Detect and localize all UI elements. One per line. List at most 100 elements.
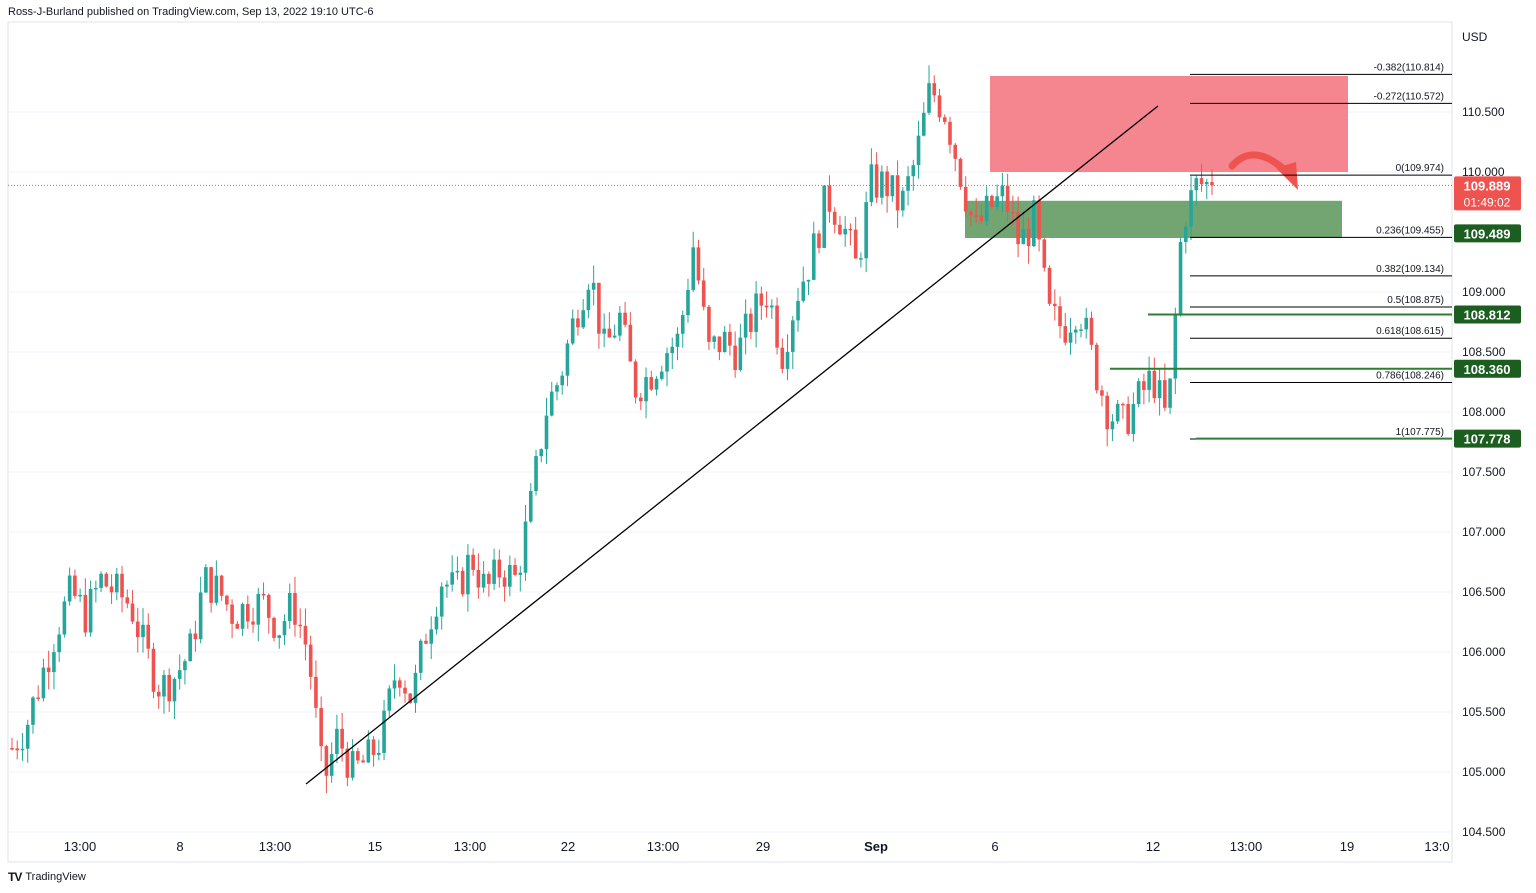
candle-body <box>188 633 192 662</box>
fib-level-label: -0.382(110.814) <box>1374 62 1444 73</box>
candle-body <box>649 377 654 390</box>
candle-body <box>219 575 224 596</box>
candle-body <box>1084 317 1089 330</box>
candle-body <box>612 335 617 338</box>
candle-body <box>1178 242 1183 314</box>
candle-body <box>1204 182 1209 185</box>
x-tick-label: 13:00 <box>454 839 487 854</box>
candle-body <box>916 135 921 166</box>
x-tick-label: 13:00 <box>64 839 97 854</box>
candle-body <box>728 331 732 346</box>
candle-body <box>209 567 213 603</box>
fib-level-label: 0.786(108.246) <box>1376 370 1444 381</box>
x-tick-label: Sep <box>864 839 888 854</box>
candle-body <box>523 521 528 573</box>
fib-level-label: 0.236(109.455) <box>1376 225 1444 236</box>
candle-body <box>172 678 177 702</box>
candle-body <box>225 595 229 605</box>
candle-body <box>62 601 67 635</box>
candle-body <box>256 593 261 625</box>
candle-body <box>1058 306 1062 327</box>
candle-body <box>958 158 963 187</box>
y-tick-label: 105.500 <box>1462 705 1506 719</box>
candle-body <box>948 121 952 145</box>
candle-body <box>240 604 245 629</box>
candle-body <box>377 752 381 755</box>
candle-body <box>969 211 973 216</box>
candle-body <box>277 635 282 638</box>
plot-frame <box>7 21 1453 863</box>
candle-body <box>701 280 706 307</box>
level-label: 108.360 <box>1464 362 1511 377</box>
candle-body <box>1052 303 1057 307</box>
candle-body <box>20 748 25 751</box>
candle-body <box>911 165 916 177</box>
candle-body <box>963 186 968 212</box>
candle-body <box>31 697 35 725</box>
candle-body <box>586 289 591 311</box>
brand-name: TradingView <box>25 871 86 883</box>
supply-zone <box>990 76 1348 172</box>
candle-body <box>1152 370 1157 399</box>
candle-body <box>120 573 124 598</box>
level-label: 108.812 <box>1464 308 1511 323</box>
last-price-label-bg <box>1454 176 1521 211</box>
candle-body <box>356 751 360 761</box>
candle-body <box>942 117 947 122</box>
candle-body <box>885 171 889 197</box>
candle-body <box>408 693 413 703</box>
candle-body <box>57 634 61 653</box>
currency-label: USD <box>1462 30 1488 44</box>
candle-body <box>204 567 208 593</box>
candle-body <box>864 202 868 259</box>
candle-body <box>712 336 716 342</box>
fib-level-label: 1(107.775) <box>1396 427 1444 438</box>
candle-body <box>371 739 376 755</box>
candle-body <box>418 640 423 673</box>
candle-body <box>492 559 496 584</box>
candle-body <box>770 305 774 308</box>
candle-body <box>827 185 832 212</box>
candle-body <box>932 83 937 96</box>
y-tick-label: 110.500 <box>1462 105 1505 119</box>
candle-body <box>293 593 297 625</box>
candle-body <box>1021 228 1026 245</box>
candle-body <box>675 333 680 347</box>
candle-body <box>1157 380 1162 399</box>
candle-body <box>350 751 355 778</box>
candle-body <box>1037 200 1041 240</box>
candle-body <box>156 691 161 697</box>
fib-level-label: 0.5(108.875) <box>1387 295 1444 306</box>
candle-body <box>413 672 418 703</box>
candle-body <box>146 624 151 649</box>
candle-body <box>974 215 978 217</box>
candle-body <box>36 697 41 699</box>
candle-body <box>1079 329 1083 331</box>
candle-body <box>41 667 46 699</box>
candle-body <box>52 652 56 673</box>
candle-body <box>1173 313 1178 379</box>
candle-body <box>424 640 428 644</box>
candle-body <box>1121 403 1125 406</box>
candle-body <box>639 397 643 402</box>
candle-body <box>476 569 481 588</box>
fib-level-label: 0.618(108.615) <box>1376 326 1444 337</box>
candle-body <box>235 623 240 629</box>
candle-body <box>439 586 444 617</box>
candle-body <box>990 195 994 207</box>
candle-body <box>665 353 669 372</box>
candle-body <box>403 687 407 694</box>
candle-body <box>1142 381 1146 390</box>
candle-body <box>539 449 544 457</box>
candle-body <box>644 377 648 402</box>
candle-body <box>513 565 517 575</box>
candle-body <box>544 415 549 450</box>
candle-body <box>67 575 72 602</box>
candle-body <box>88 588 93 633</box>
x-tick-label: 13:00 <box>647 839 680 854</box>
candle-body <box>576 318 580 328</box>
candle-body <box>1000 185 1005 197</box>
level-label-bg <box>1454 359 1521 378</box>
candle-body <box>1089 317 1094 345</box>
